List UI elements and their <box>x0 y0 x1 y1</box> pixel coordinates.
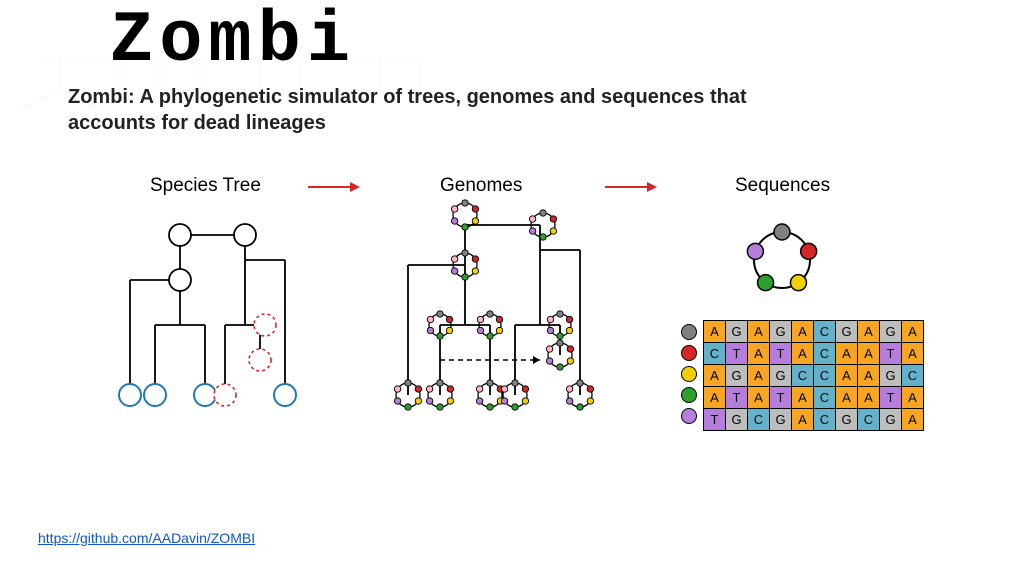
seq-cell: C <box>792 365 814 387</box>
github-link[interactable]: https://github.com/AADavin/ZOMBI <box>38 530 255 546</box>
seq-cell: A <box>858 365 880 387</box>
seq-cell: T <box>704 409 726 431</box>
seq-cell: T <box>880 343 902 365</box>
seq-cell: T <box>770 343 792 365</box>
seq-cell: A <box>902 387 924 409</box>
seq-row-dot <box>681 408 697 424</box>
seq-cell: C <box>814 409 836 431</box>
seq-cell: A <box>748 321 770 343</box>
seq-cell: C <box>902 365 924 387</box>
seq-cell: A <box>704 321 726 343</box>
seq-row-dot <box>681 366 697 382</box>
seq-cell: A <box>792 409 814 431</box>
seq-cell: C <box>704 343 726 365</box>
seq-cell: A <box>902 409 924 431</box>
seq-cell: T <box>770 387 792 409</box>
seq-row-dot <box>681 345 697 361</box>
seq-cell: G <box>726 409 748 431</box>
seq-cell: A <box>902 321 924 343</box>
seq-cell: G <box>726 321 748 343</box>
seq-cell: G <box>880 365 902 387</box>
seq-cell: C <box>858 409 880 431</box>
sequence-table: AGAGACGAGACTATACAATAAGAGCCAAGCATATACAATA… <box>703 320 924 431</box>
seq-cell: A <box>748 343 770 365</box>
seq-cell: G <box>880 409 902 431</box>
seq-cell: A <box>858 343 880 365</box>
seq-cell: A <box>748 387 770 409</box>
seq-cell: A <box>792 343 814 365</box>
seq-cell: G <box>880 321 902 343</box>
sequence-ring-diagram <box>0 0 1024 576</box>
seq-cell: G <box>770 409 792 431</box>
seq-cell: A <box>836 365 858 387</box>
seq-cell: A <box>704 365 726 387</box>
seq-row-dot <box>681 387 697 403</box>
seq-cell: G <box>770 321 792 343</box>
seq-cell: C <box>814 321 836 343</box>
seq-cell: A <box>792 321 814 343</box>
seq-cell: A <box>858 321 880 343</box>
seq-cell: G <box>836 409 858 431</box>
seq-cell: T <box>726 387 748 409</box>
seq-cell: A <box>836 343 858 365</box>
seq-cell: G <box>770 365 792 387</box>
seq-cell: C <box>814 387 836 409</box>
seq-cell: C <box>748 409 770 431</box>
seq-cell: C <box>814 365 836 387</box>
seq-cell: A <box>748 365 770 387</box>
seq-cell: A <box>858 387 880 409</box>
seq-cell: A <box>836 387 858 409</box>
seq-cell: A <box>792 387 814 409</box>
seq-cell: A <box>704 387 726 409</box>
seq-cell: T <box>726 343 748 365</box>
seq-cell: C <box>814 343 836 365</box>
seq-cell: G <box>726 365 748 387</box>
seq-cell: G <box>836 321 858 343</box>
seq-row-dot <box>681 324 697 340</box>
seq-cell: T <box>880 387 902 409</box>
seq-cell: A <box>902 343 924 365</box>
